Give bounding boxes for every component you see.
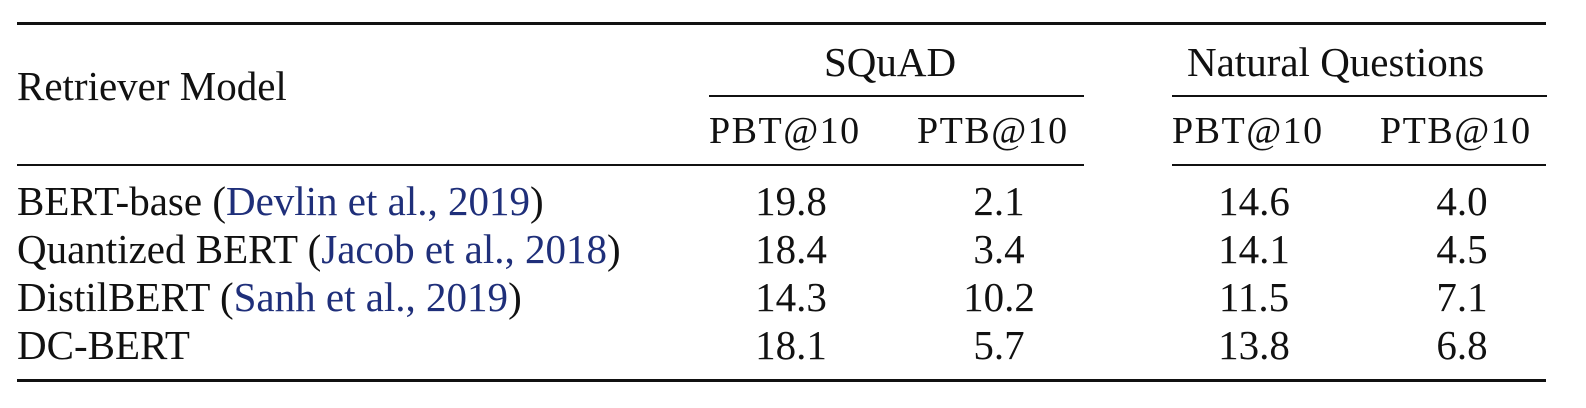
group-header-natural-questions: Natural Questions: [1187, 39, 1485, 85]
model-name-cell: DistilBERT (Sanh et al., 2019): [17, 277, 522, 318]
citation-link[interactable]: Sanh et al., 2019: [233, 274, 509, 320]
value-cell: 6.8: [1436, 322, 1488, 368]
squad-pbt-header: PBT@10: [709, 110, 861, 152]
top-rule: [17, 22, 1546, 25]
value-cell: 11.5: [1218, 274, 1290, 320]
paren-open: (: [202, 178, 226, 224]
squad-ptb-header: PTB@10: [917, 110, 1069, 152]
model-name-cell: Quantized BERT (Jacob et al., 2018): [17, 229, 621, 270]
value-cell: 4.5: [1436, 226, 1488, 272]
paren-close: ): [607, 226, 621, 272]
value-cell: 18.1: [755, 322, 827, 368]
paren-open: (: [209, 274, 234, 320]
header-retriever-model: Retriever Model: [17, 63, 287, 109]
value-cell: 7.1: [1436, 274, 1488, 320]
header-rule-right: [1172, 164, 1546, 166]
model-name-cell: BERT-base (Devlin et al., 2019): [17, 181, 544, 222]
model-name-cell: DC-BERT: [17, 325, 190, 366]
model-name: DC-BERT: [17, 322, 190, 368]
value-cell: 19.8: [755, 178, 827, 224]
value-cell: 10.2: [963, 274, 1035, 320]
value-cell: 4.0: [1436, 178, 1488, 224]
paren-close: ): [530, 178, 544, 224]
value-cell: 14.1: [1218, 226, 1290, 272]
bottom-rule: [17, 379, 1546, 382]
nq-ptb-header: PTB@10: [1380, 110, 1532, 152]
header-rule-left: [17, 164, 1084, 166]
value-cell: 14.6: [1218, 178, 1290, 224]
model-name: Quantized BERT: [17, 226, 298, 272]
paren-close: ): [508, 274, 522, 320]
citation-link[interactable]: Jacob et al., 2018: [321, 226, 608, 272]
nq-pbt-header: PBT@10: [1172, 110, 1324, 152]
value-cell: 13.8: [1218, 322, 1290, 368]
value-cell: 5.7: [973, 322, 1025, 368]
value-cell: 3.4: [973, 226, 1025, 272]
citation-link[interactable]: Devlin et al., 2019: [225, 178, 530, 224]
group-header-squad: SQuAD: [824, 39, 957, 85]
nq-group-rule: [1172, 95, 1547, 97]
paren-open: (: [297, 226, 322, 272]
squad-group-rule: [709, 95, 1084, 97]
value-cell: 14.3: [755, 274, 827, 320]
value-cell: 2.1: [973, 178, 1025, 224]
value-cell: 18.4: [755, 226, 827, 272]
model-name: DistilBERT: [17, 274, 210, 320]
model-name: BERT-base: [17, 178, 203, 224]
